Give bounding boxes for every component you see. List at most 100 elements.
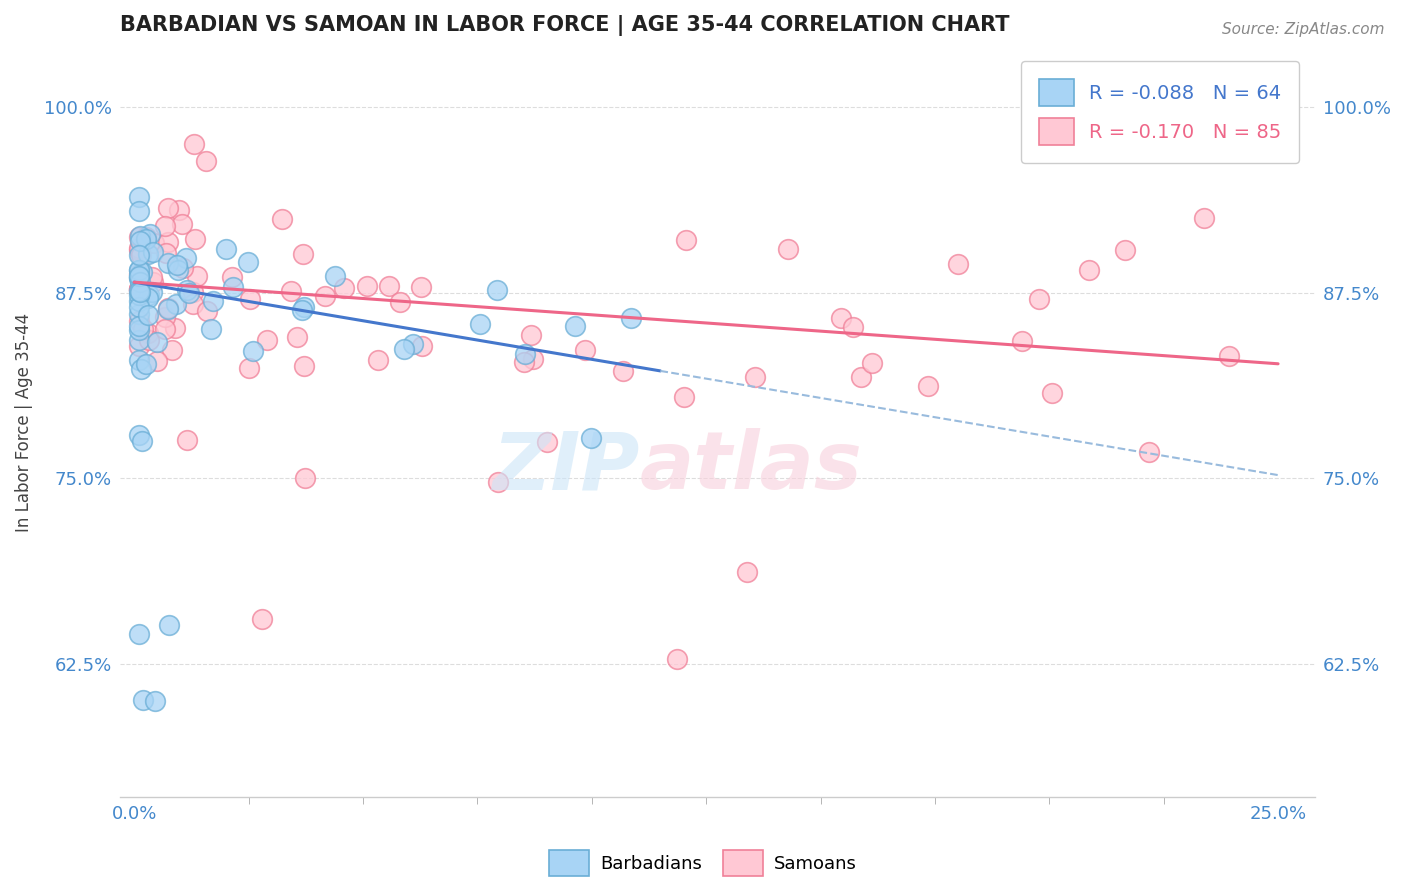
Point <box>128 282 150 296</box>
Point <box>128 243 150 257</box>
Point <box>128 339 150 353</box>
Point <box>485 283 508 297</box>
Point <box>129 234 152 248</box>
Point <box>239 292 262 306</box>
Point <box>486 475 509 490</box>
Point <box>128 353 150 368</box>
Point <box>157 256 180 270</box>
Point <box>128 288 150 302</box>
Point <box>675 233 697 247</box>
Point <box>128 269 150 284</box>
Point <box>129 278 152 293</box>
Point <box>946 257 969 271</box>
Point <box>128 267 150 281</box>
Point <box>665 652 688 666</box>
Point <box>294 471 316 485</box>
Point <box>167 262 190 277</box>
Point <box>131 434 153 449</box>
Point <box>128 307 150 321</box>
Point <box>128 333 150 347</box>
Point <box>1011 334 1033 349</box>
Point <box>160 343 183 358</box>
Point <box>292 359 315 373</box>
Point <box>157 618 180 632</box>
Point <box>135 229 157 244</box>
Point <box>165 297 187 311</box>
Point <box>285 330 308 344</box>
Point <box>280 284 302 298</box>
Point <box>181 285 204 300</box>
Point <box>1218 349 1240 363</box>
Point <box>128 294 150 309</box>
Point <box>271 211 294 226</box>
Point <box>392 343 415 357</box>
Point <box>131 265 153 279</box>
Point <box>401 336 423 351</box>
Point <box>236 255 259 269</box>
Point <box>238 360 260 375</box>
Text: ZIP: ZIP <box>492 428 640 507</box>
Point <box>176 433 198 447</box>
Point <box>620 311 643 326</box>
Point <box>367 353 389 368</box>
Point <box>744 369 766 384</box>
Point <box>673 390 696 404</box>
Point <box>136 326 159 340</box>
Point <box>513 346 536 360</box>
Point <box>166 258 188 272</box>
Point <box>389 295 412 310</box>
Point <box>129 285 152 300</box>
Point <box>128 241 150 255</box>
Point <box>157 302 180 317</box>
Point <box>138 333 160 347</box>
Point <box>132 322 155 336</box>
Point <box>143 694 166 708</box>
Point <box>128 300 150 314</box>
Point <box>1040 386 1063 401</box>
Point <box>139 227 162 242</box>
Point <box>468 317 491 331</box>
Point <box>411 280 433 294</box>
Point <box>136 291 159 305</box>
Point <box>1078 263 1101 277</box>
Point <box>128 283 150 297</box>
Point <box>194 153 217 168</box>
Point <box>776 242 799 256</box>
Point <box>242 343 264 358</box>
Point <box>129 228 152 243</box>
Point <box>574 343 596 358</box>
Point <box>128 230 150 244</box>
Point <box>564 318 586 333</box>
Point <box>1137 444 1160 458</box>
Point <box>129 248 152 262</box>
Point <box>536 435 558 450</box>
Point <box>519 328 541 343</box>
Point <box>135 232 157 246</box>
Point <box>135 357 157 371</box>
Point <box>153 219 176 234</box>
Point <box>842 320 865 334</box>
Point <box>141 285 163 300</box>
Point <box>177 286 200 301</box>
Point <box>202 293 225 308</box>
Point <box>183 137 205 152</box>
Point <box>128 268 150 283</box>
Point <box>378 278 401 293</box>
Point <box>128 319 150 334</box>
Point <box>830 310 852 325</box>
Point <box>323 268 346 283</box>
Point <box>157 202 180 216</box>
Legend: R = -0.088   N = 64, R = -0.170   N = 85: R = -0.088 N = 64, R = -0.170 N = 85 <box>1021 62 1299 163</box>
Point <box>170 218 193 232</box>
Point <box>174 251 197 265</box>
Point <box>356 278 378 293</box>
Point <box>860 356 883 370</box>
Point <box>142 235 165 250</box>
Point <box>221 269 243 284</box>
Point <box>128 203 150 218</box>
Point <box>849 369 872 384</box>
Point <box>131 361 153 376</box>
Point <box>221 280 243 294</box>
Point <box>142 244 165 259</box>
Text: atlas: atlas <box>640 428 863 507</box>
